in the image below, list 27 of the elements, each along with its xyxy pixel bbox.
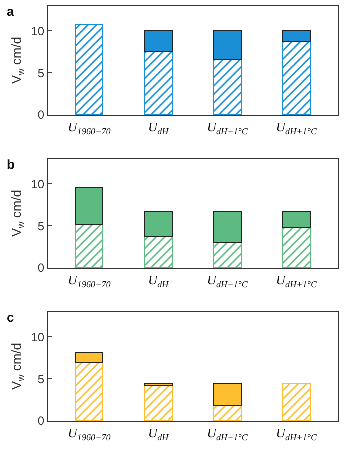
y-tick-label: 0 bbox=[38, 108, 45, 122]
y-tick-label: 10 bbox=[31, 24, 45, 38]
x-tick-label: U$_{dH+1°C}$ bbox=[276, 426, 318, 442]
y-tick-label: 10 bbox=[31, 177, 45, 192]
chart-title: c bbox=[7, 310, 14, 325]
x-tick-label: U$_{dH}$ bbox=[148, 272, 170, 290]
bar bbox=[144, 385, 173, 421]
bar bbox=[282, 382, 311, 421]
x-tick-label: U$_{dH}$ bbox=[148, 120, 170, 136]
y-tick-label: 0 bbox=[38, 261, 45, 276]
x-tick-label: U$_{dH−1°C}$ bbox=[207, 426, 249, 442]
x-tick-label: U$_{dH+1°C}$ bbox=[276, 120, 318, 136]
y-tick-label: 5 bbox=[38, 372, 45, 386]
y-tick-label: 5 bbox=[38, 219, 45, 234]
y-tick-label: 5 bbox=[38, 66, 45, 80]
x-tick-label: U$_{dH−1°C}$ bbox=[207, 120, 249, 136]
bar bbox=[75, 24, 104, 115]
y-tick-label: 10 bbox=[31, 330, 45, 344]
chart-title: b bbox=[7, 157, 15, 172]
x-tick-label: U$_{1960−70}$ bbox=[68, 272, 112, 290]
x-tick-label: U$_{dH−1°C}$ bbox=[207, 272, 249, 290]
chart-title: a bbox=[7, 4, 15, 19]
x-tick-label: U$_{1960−70}$ bbox=[68, 426, 112, 442]
x-tick-label: U$_{dH}$ bbox=[148, 426, 170, 442]
x-tick-label: U$_{dH+1°C}$ bbox=[276, 272, 318, 290]
x-tick-label: U$_{1960−70}$ bbox=[68, 120, 112, 136]
y-tick-label: 0 bbox=[38, 414, 45, 428]
